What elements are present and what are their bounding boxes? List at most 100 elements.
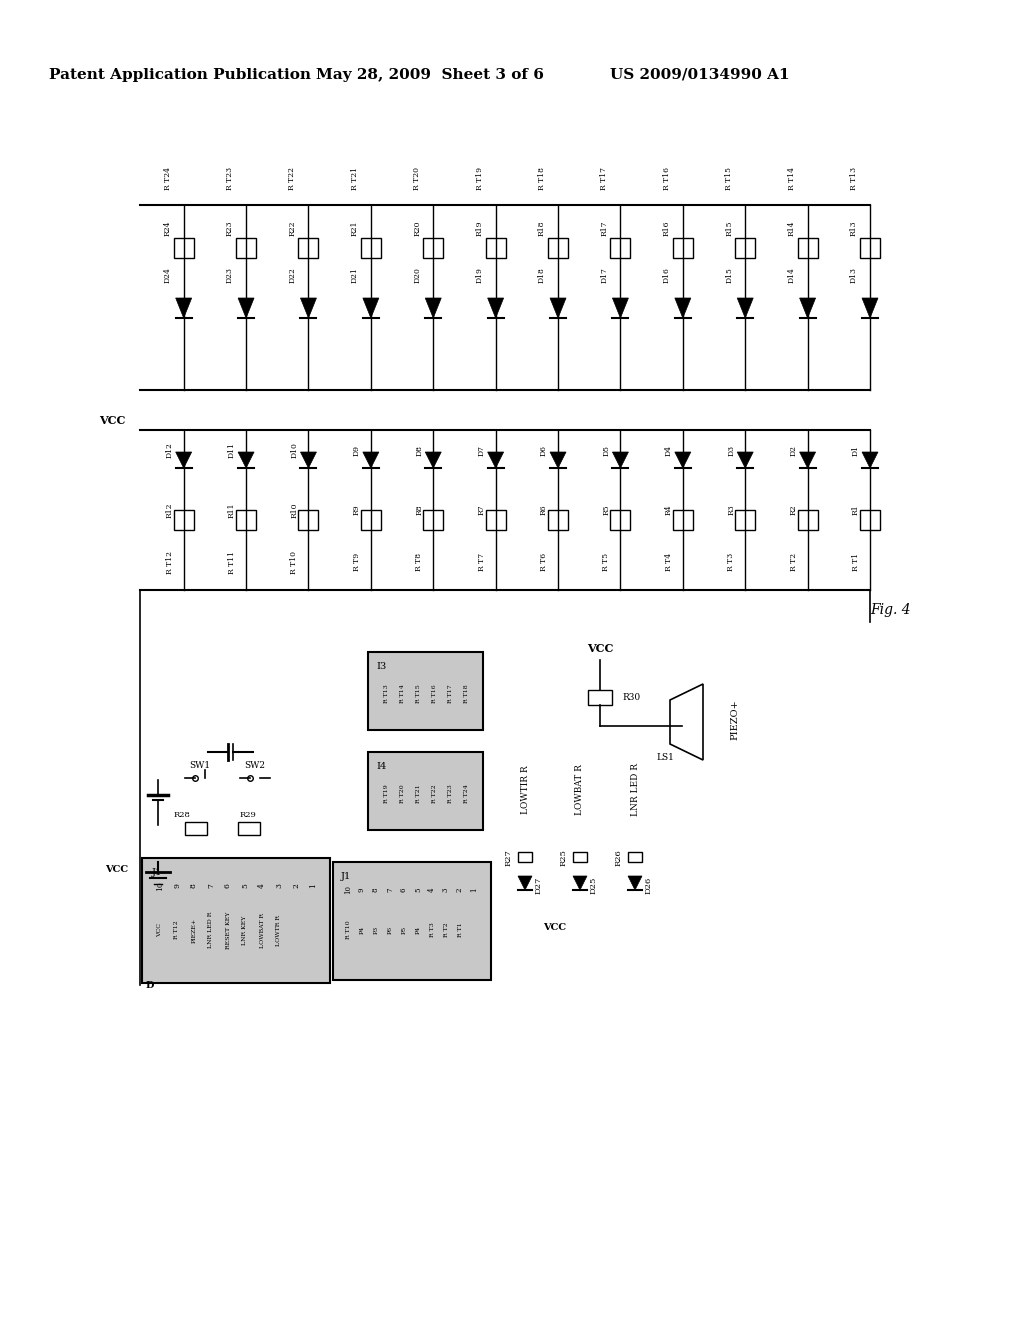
Bar <box>860 238 880 257</box>
Text: R T17: R T17 <box>600 166 608 190</box>
Text: 7: 7 <box>386 888 394 892</box>
Text: LOWBAT R: LOWBAT R <box>575 764 585 816</box>
Bar <box>628 851 642 862</box>
Text: R27: R27 <box>505 850 513 866</box>
Text: 10: 10 <box>156 882 164 891</box>
Text: R17: R17 <box>600 220 608 236</box>
Text: R T22: R T22 <box>431 784 436 804</box>
Text: Patent Application Publication: Patent Application Publication <box>49 69 311 82</box>
Text: P6: P6 <box>387 927 392 935</box>
Text: R T14: R T14 <box>787 166 796 190</box>
Text: 1: 1 <box>470 888 478 892</box>
Bar <box>798 238 817 257</box>
Text: D: D <box>145 981 155 990</box>
Bar <box>588 690 612 705</box>
Bar <box>518 851 532 862</box>
Text: 4: 4 <box>258 883 266 888</box>
Text: 3: 3 <box>442 888 450 892</box>
Text: R T13: R T13 <box>384 685 388 704</box>
Text: R T9: R T9 <box>353 553 360 572</box>
Text: RESET KEY: RESET KEY <box>225 911 230 949</box>
Text: P4: P4 <box>416 925 421 935</box>
Text: I3: I3 <box>376 663 386 671</box>
Bar <box>142 858 330 983</box>
Text: VCC: VCC <box>98 414 125 425</box>
Text: R19: R19 <box>475 220 483 236</box>
Text: D21: D21 <box>351 267 358 282</box>
Polygon shape <box>612 451 629 469</box>
Text: 10: 10 <box>344 886 352 895</box>
Text: VCC: VCC <box>587 643 613 653</box>
Polygon shape <box>362 298 379 318</box>
Bar <box>860 510 880 531</box>
Text: P3: P3 <box>374 925 379 935</box>
Text: R29: R29 <box>240 810 256 818</box>
Text: 1: 1 <box>309 883 317 888</box>
Text: J1: J1 <box>152 869 162 876</box>
Polygon shape <box>425 451 441 469</box>
Text: R T12: R T12 <box>166 550 174 573</box>
Text: LS1: LS1 <box>656 752 674 762</box>
Text: D9: D9 <box>353 445 360 455</box>
Text: 9: 9 <box>358 888 366 892</box>
Text: R T24: R T24 <box>164 166 172 190</box>
Text: D19: D19 <box>475 267 483 282</box>
Polygon shape <box>573 876 587 890</box>
Bar <box>610 510 631 531</box>
Text: R T2: R T2 <box>443 923 449 937</box>
Text: LNR KEY: LNR KEY <box>243 915 248 945</box>
Bar <box>298 238 318 257</box>
Text: R T3: R T3 <box>429 923 434 937</box>
Text: R21: R21 <box>351 220 358 236</box>
Text: R T10: R T10 <box>345 920 350 940</box>
Text: R T17: R T17 <box>447 685 453 704</box>
Polygon shape <box>550 298 566 318</box>
Text: R T5: R T5 <box>602 553 610 572</box>
Text: 6: 6 <box>224 883 232 888</box>
Text: R7: R7 <box>477 504 485 515</box>
Bar <box>237 238 256 257</box>
Polygon shape <box>675 451 691 469</box>
Text: SW1: SW1 <box>189 760 211 770</box>
Text: 8: 8 <box>372 888 380 892</box>
Polygon shape <box>737 298 754 318</box>
Bar <box>174 238 194 257</box>
Bar <box>573 851 587 862</box>
Text: R T15: R T15 <box>416 685 421 704</box>
Polygon shape <box>612 298 629 318</box>
Text: 2: 2 <box>292 883 300 888</box>
Bar <box>610 238 631 257</box>
Text: R24: R24 <box>164 220 172 236</box>
Bar <box>360 238 381 257</box>
Text: D4: D4 <box>665 445 673 455</box>
Text: R28: R28 <box>173 810 190 818</box>
Bar <box>360 510 381 531</box>
Text: R T1: R T1 <box>458 923 463 937</box>
Bar <box>423 510 443 531</box>
Text: 5: 5 <box>241 883 249 888</box>
Text: R8: R8 <box>416 504 423 515</box>
Polygon shape <box>487 298 504 318</box>
Text: R T21: R T21 <box>416 784 421 804</box>
Polygon shape <box>300 451 316 469</box>
Bar <box>485 238 506 257</box>
Text: D8: D8 <box>416 445 423 455</box>
Text: D26: D26 <box>645 876 653 894</box>
Text: R T20: R T20 <box>414 166 421 190</box>
Text: 2: 2 <box>456 888 464 892</box>
Text: R T15: R T15 <box>725 166 733 190</box>
Text: D5: D5 <box>602 445 610 455</box>
Bar <box>548 510 568 531</box>
Text: R T12: R T12 <box>174 920 179 940</box>
Text: R4: R4 <box>665 504 673 515</box>
Text: D27: D27 <box>535 876 543 894</box>
Bar <box>174 510 194 531</box>
Bar <box>548 238 568 257</box>
Text: R23: R23 <box>226 220 234 236</box>
Text: 4: 4 <box>428 888 436 892</box>
Text: R14: R14 <box>787 220 796 236</box>
Text: P4: P4 <box>359 925 365 935</box>
Text: R T4: R T4 <box>665 553 673 572</box>
Text: VCC: VCC <box>158 923 163 937</box>
Text: R T19: R T19 <box>475 166 483 190</box>
